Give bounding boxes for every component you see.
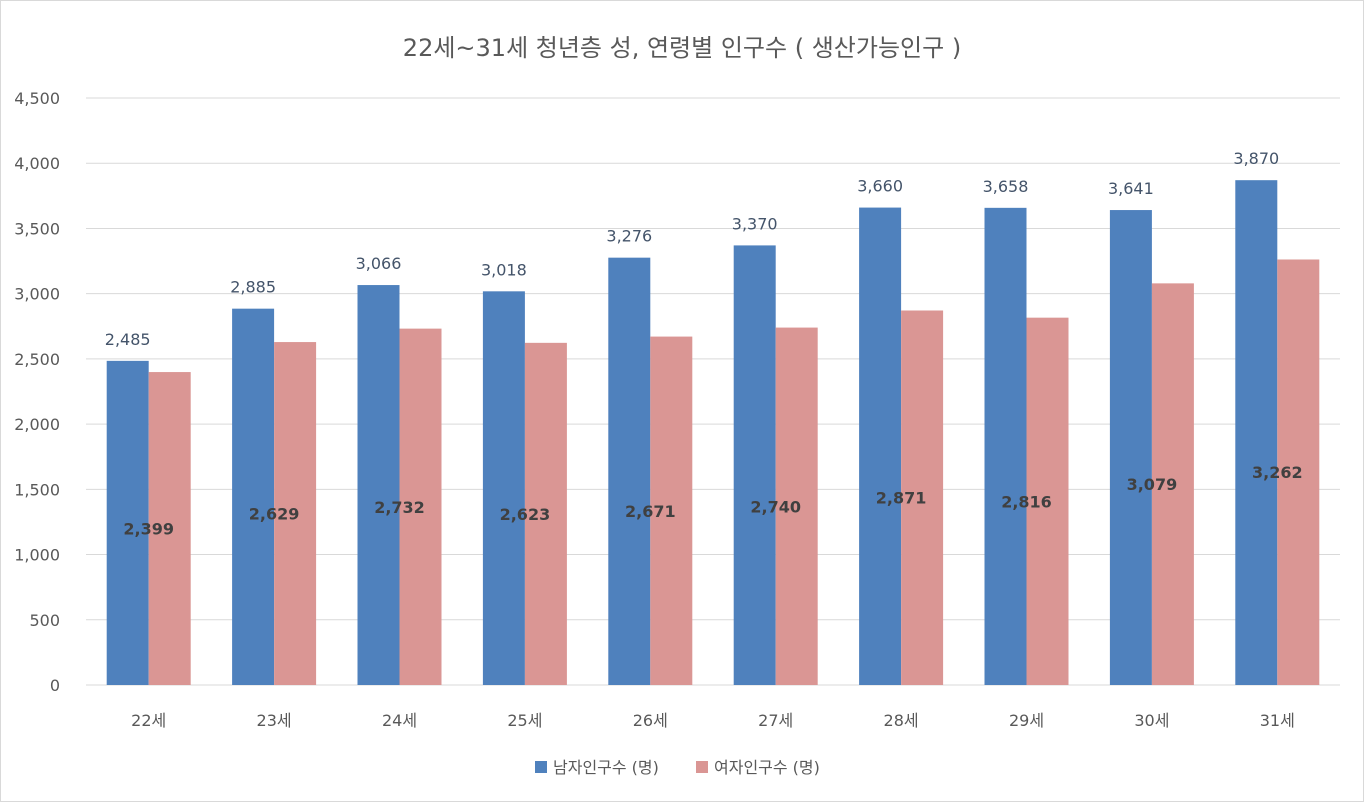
bar-male (608, 257, 651, 685)
legend: 남자인구수 (명) 여자인구수 (명) (535, 758, 820, 777)
bar-male (859, 207, 902, 685)
y-tick-label: 4,500 (14, 89, 60, 108)
data-labels: 2,485 2,399 2,885 2,629 3,066 2,732 3,018 2,623… (105, 149, 1303, 538)
data-label-male: 3,658 (983, 177, 1029, 196)
legend-swatch-male (535, 761, 547, 773)
y-tick-label: 500 (29, 611, 60, 630)
legend-label-male: 남자인구수 (명) (553, 758, 659, 777)
data-label-female: 3,079 (1127, 475, 1178, 494)
chart-title: 22세~31세 청년층 성, 연령별 인구수 ( 생산가능인구 ) (403, 34, 961, 62)
bar-female (399, 328, 442, 685)
data-label-male: 3,066 (356, 254, 402, 273)
bar-female (1151, 283, 1194, 685)
legend-label-female: 여자인구수 (명) (714, 758, 820, 777)
bar-male (357, 285, 400, 685)
y-tick-label: 4,000 (14, 154, 60, 173)
x-tick-label: 22세 (131, 711, 166, 730)
bar-female (901, 310, 944, 685)
legend-swatch-female (696, 761, 708, 773)
y-tick-label: 0 (50, 676, 60, 695)
data-label-female: 3,262 (1252, 463, 1303, 482)
x-tick-label: 29세 (1009, 711, 1044, 730)
y-tick-label: 3,000 (14, 285, 60, 304)
data-label-male: 3,660 (857, 177, 903, 196)
bar-female (775, 327, 818, 685)
x-tick-label: 24세 (382, 711, 417, 730)
x-tick-label: 30세 (1134, 711, 1169, 730)
data-label-female: 2,871 (876, 489, 927, 508)
bar-female (274, 342, 317, 685)
x-tick-label: 26세 (633, 711, 668, 730)
x-axis-ticks: 22세 23세 24세 25세 26세 27세 28세 29세 30세 31세 (131, 711, 1295, 730)
data-label-male: 3,870 (1233, 149, 1279, 168)
data-label-female: 2,740 (750, 497, 801, 516)
bar-female (524, 342, 567, 685)
data-label-male: 2,885 (230, 278, 276, 297)
bar-male (1235, 180, 1278, 685)
data-label-female: 2,671 (625, 502, 676, 521)
data-label-male: 2,485 (105, 330, 151, 349)
bar-male (482, 291, 525, 685)
y-tick-label: 2,500 (14, 350, 60, 369)
data-label-male: 3,641 (1108, 179, 1154, 198)
x-tick-label: 27세 (758, 711, 793, 730)
bar-male (106, 360, 149, 685)
bar-male (733, 245, 776, 685)
bar-female (148, 372, 191, 685)
data-label-female: 2,399 (123, 520, 174, 539)
x-tick-label: 28세 (884, 711, 919, 730)
y-tick-label: 2,000 (14, 415, 60, 434)
bar-female (1277, 259, 1320, 685)
data-label-female: 2,816 (1001, 492, 1052, 511)
data-label-male: 3,018 (481, 260, 527, 279)
bars (106, 180, 1320, 686)
bar-male (232, 308, 275, 685)
bar-male (1109, 210, 1152, 686)
bar-female (650, 336, 693, 685)
x-tick-label: 25세 (507, 711, 542, 730)
y-tick-label: 1,500 (14, 480, 60, 499)
bar-female (1026, 317, 1069, 685)
data-label-female: 2,732 (374, 498, 425, 517)
y-tick-label: 3,500 (14, 219, 60, 238)
data-label-female: 2,623 (500, 505, 551, 524)
y-axis-ticks: 0 500 1,000 1,500 2,000 2,500 3,000 3,500 4,000 4… (14, 89, 60, 695)
data-label-male: 3,276 (606, 227, 652, 246)
x-tick-label: 23세 (257, 711, 292, 730)
data-label-female: 2,629 (249, 505, 300, 524)
y-tick-label: 1,000 (14, 546, 60, 565)
data-label-male: 3,370 (732, 214, 778, 233)
bar-male (984, 207, 1027, 685)
x-tick-label: 31세 (1260, 711, 1295, 730)
